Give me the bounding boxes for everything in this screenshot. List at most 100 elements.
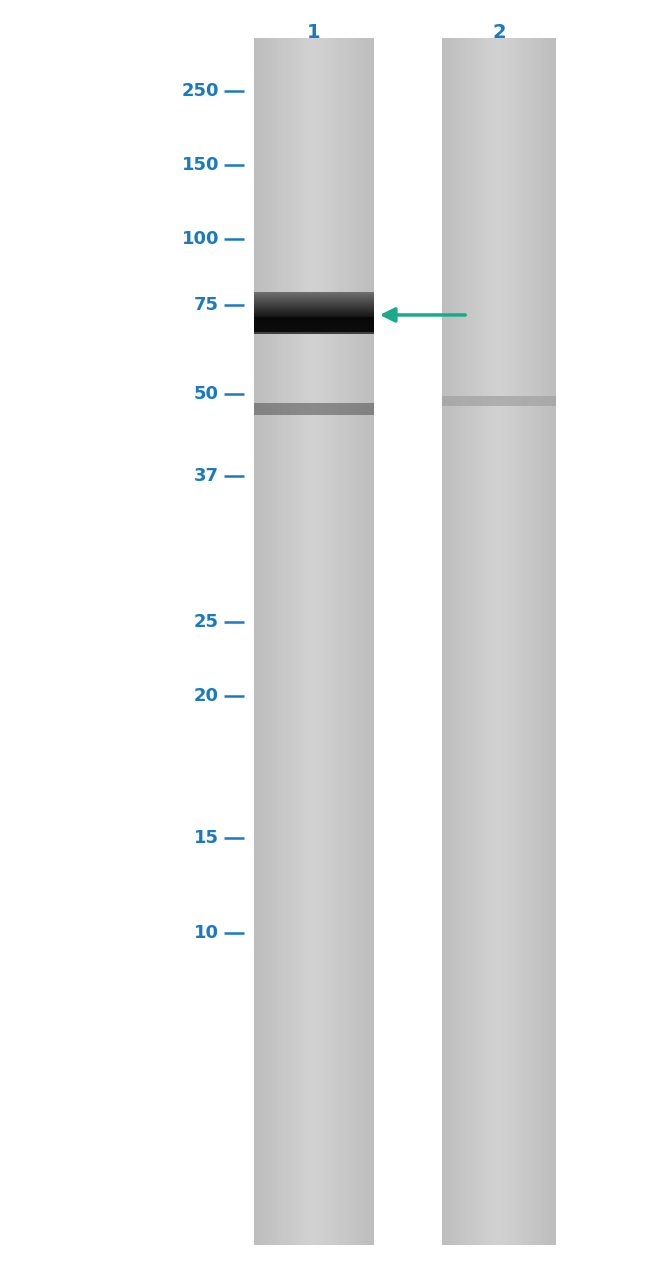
Text: 50: 50: [194, 385, 219, 403]
Text: 250: 250: [181, 83, 219, 100]
Bar: [442, 396, 556, 406]
Bar: [530, 38, 532, 1245]
Bar: [488, 38, 489, 1245]
Bar: [332, 38, 333, 1245]
Bar: [466, 38, 467, 1245]
Bar: [460, 38, 462, 1245]
Bar: [471, 38, 472, 1245]
Bar: [506, 38, 508, 1245]
Bar: [545, 38, 546, 1245]
Bar: [454, 38, 455, 1245]
Text: 100: 100: [181, 230, 219, 248]
Bar: [483, 38, 485, 1245]
Text: 15: 15: [194, 829, 219, 847]
Bar: [469, 38, 471, 1245]
Text: 10: 10: [194, 925, 219, 942]
Bar: [276, 38, 278, 1245]
Bar: [532, 38, 533, 1245]
Bar: [333, 38, 335, 1245]
Bar: [338, 38, 339, 1245]
Bar: [445, 38, 447, 1245]
Bar: [346, 38, 348, 1245]
Bar: [303, 38, 305, 1245]
Bar: [326, 38, 327, 1245]
Bar: [463, 38, 465, 1245]
Bar: [458, 38, 459, 1245]
Bar: [348, 38, 350, 1245]
Bar: [339, 38, 341, 1245]
Bar: [536, 38, 538, 1245]
Bar: [526, 38, 527, 1245]
Bar: [534, 38, 536, 1245]
Bar: [521, 38, 523, 1245]
Bar: [309, 38, 311, 1245]
Bar: [266, 38, 267, 1245]
Bar: [448, 38, 449, 1245]
Bar: [268, 38, 270, 1245]
Bar: [313, 38, 315, 1245]
Bar: [354, 38, 356, 1245]
Bar: [541, 38, 543, 1245]
Bar: [515, 38, 516, 1245]
Bar: [474, 38, 476, 1245]
Bar: [324, 38, 326, 1245]
Bar: [496, 38, 497, 1245]
Bar: [482, 38, 483, 1245]
Bar: [288, 38, 290, 1245]
Bar: [447, 38, 448, 1245]
Bar: [540, 38, 541, 1245]
Bar: [283, 38, 285, 1245]
Bar: [285, 38, 287, 1245]
Bar: [523, 38, 525, 1245]
Text: 2: 2: [492, 23, 506, 42]
Bar: [459, 38, 460, 1245]
Bar: [478, 38, 479, 1245]
Bar: [361, 38, 363, 1245]
Bar: [341, 38, 342, 1245]
Bar: [504, 38, 506, 1245]
Bar: [335, 38, 336, 1245]
Bar: [365, 38, 366, 1245]
Bar: [336, 38, 338, 1245]
Bar: [512, 38, 513, 1245]
Bar: [489, 38, 490, 1245]
Bar: [553, 38, 554, 1245]
Bar: [502, 38, 503, 1245]
Bar: [359, 38, 360, 1245]
Bar: [452, 38, 454, 1245]
Bar: [345, 38, 346, 1245]
Bar: [312, 38, 313, 1245]
Bar: [443, 38, 445, 1245]
Bar: [479, 38, 480, 1245]
Bar: [327, 38, 329, 1245]
Bar: [366, 38, 368, 1245]
Bar: [329, 38, 330, 1245]
Bar: [306, 38, 307, 1245]
Bar: [525, 38, 526, 1245]
Bar: [500, 38, 502, 1245]
Bar: [508, 38, 509, 1245]
Bar: [520, 38, 522, 1245]
Bar: [290, 38, 291, 1245]
Bar: [442, 38, 443, 1245]
Bar: [342, 38, 344, 1245]
Bar: [360, 38, 361, 1245]
Bar: [465, 38, 466, 1245]
Bar: [493, 38, 495, 1245]
Text: 25: 25: [194, 613, 219, 631]
Bar: [273, 38, 274, 1245]
Bar: [476, 38, 478, 1245]
Bar: [272, 38, 273, 1245]
Bar: [467, 38, 469, 1245]
Bar: [263, 38, 264, 1245]
Bar: [261, 38, 263, 1245]
Bar: [281, 38, 282, 1245]
Bar: [282, 38, 283, 1245]
Bar: [297, 38, 298, 1245]
Bar: [363, 38, 365, 1245]
Bar: [317, 38, 318, 1245]
Bar: [543, 38, 545, 1245]
Bar: [497, 38, 499, 1245]
Bar: [455, 38, 456, 1245]
Bar: [449, 38, 450, 1245]
